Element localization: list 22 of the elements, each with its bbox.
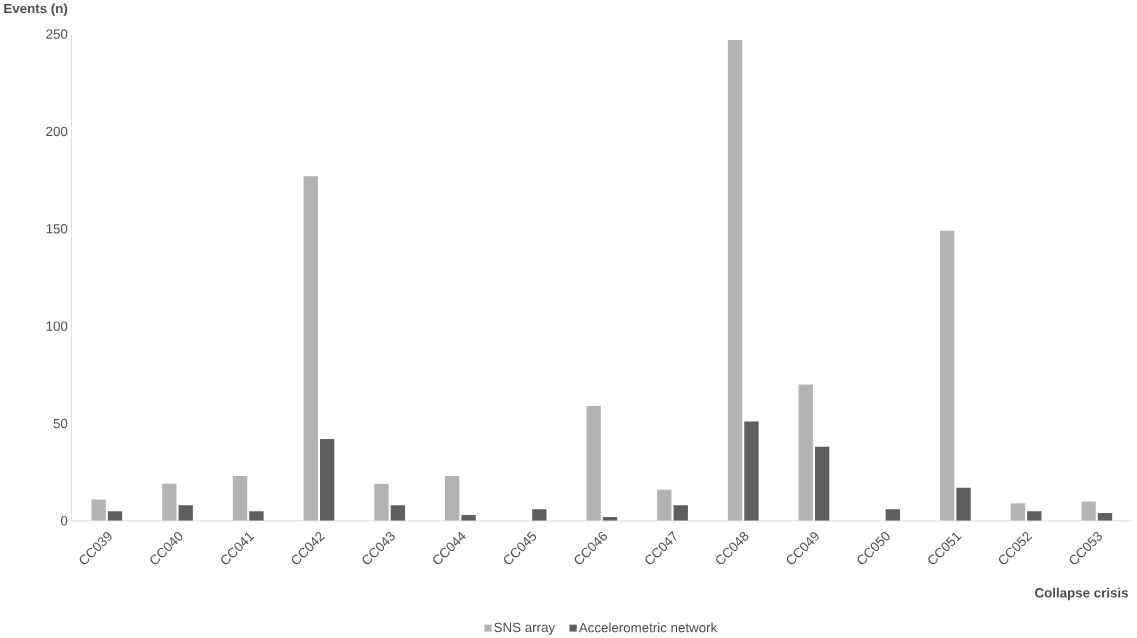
bar bbox=[319, 439, 335, 521]
y-tick-label: 250 bbox=[46, 29, 68, 39]
y-tick-label: 0 bbox=[60, 516, 68, 526]
y-tick-label: 150 bbox=[46, 224, 68, 234]
y-axis-title: Events (n) bbox=[4, 3, 68, 16]
bar bbox=[673, 505, 688, 521]
bar bbox=[814, 446, 830, 521]
legend-label: SNS array bbox=[494, 622, 556, 635]
bar bbox=[178, 505, 193, 521]
y-tick-label: 50 bbox=[53, 418, 68, 429]
bar bbox=[1027, 511, 1042, 521]
legend-label: Accelerometric network bbox=[578, 622, 718, 633]
bar bbox=[107, 511, 123, 521]
x-axis-title: Collapse crisis bbox=[1035, 587, 1128, 601]
bar bbox=[956, 487, 971, 521]
bar bbox=[249, 511, 264, 521]
y-tick-label: 200 bbox=[46, 126, 68, 137]
bar bbox=[532, 509, 547, 521]
bar bbox=[885, 509, 901, 521]
y-tick-label: 100 bbox=[46, 321, 68, 331]
bar bbox=[390, 505, 406, 521]
bar bbox=[744, 421, 759, 521]
